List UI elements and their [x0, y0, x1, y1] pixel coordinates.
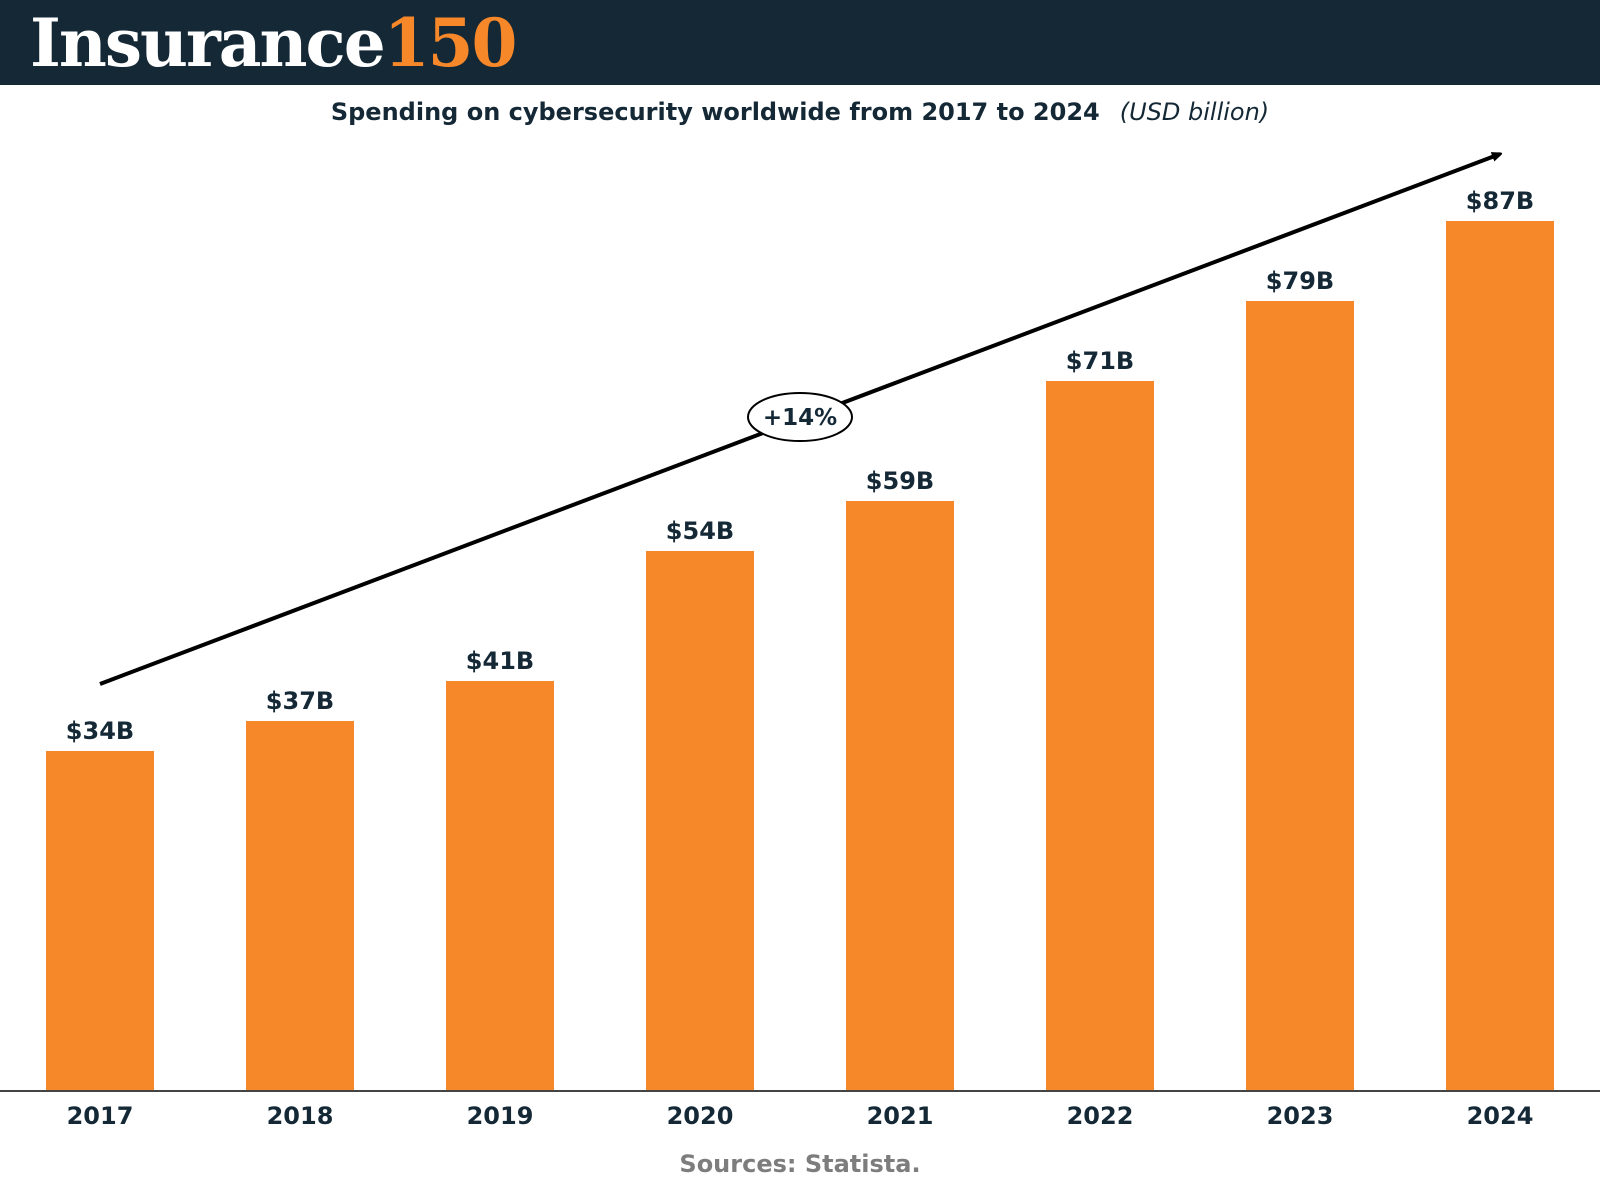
data-label: $34B	[66, 717, 134, 745]
data-label: $54B	[666, 517, 734, 545]
chart-title: Spending on cybersecurity worldwide from…	[330, 98, 1100, 126]
data-label: $87B	[1466, 187, 1534, 215]
brand-logo: Insurance 150	[30, 4, 518, 82]
logo-number: 150	[383, 4, 518, 82]
bar	[846, 501, 954, 1091]
bar	[446, 681, 554, 1091]
data-label: $59B	[866, 467, 934, 495]
bar	[1246, 301, 1354, 1091]
x-tick-label: 2019	[467, 1102, 534, 1130]
logo-wordmark: Insurance	[30, 4, 386, 82]
data-label: $37B	[266, 687, 334, 715]
header-bar: Insurance 150	[0, 0, 1600, 85]
data-label: $41B	[466, 647, 534, 675]
bar	[646, 551, 754, 1091]
bar	[46, 751, 154, 1091]
chart-title-row: Spending on cybersecurity worldwide from…	[0, 92, 1600, 132]
x-tick-label: 2020	[667, 1102, 734, 1130]
x-tick-label: 2018	[267, 1102, 334, 1130]
x-tick-label: 2023	[1267, 1102, 1334, 1130]
x-tick-label: 2024	[1467, 1102, 1534, 1130]
annotation-label: +14%	[763, 405, 837, 431]
chart-subtitle: (USD billion)	[1119, 98, 1270, 126]
data-label: $79B	[1266, 267, 1334, 295]
x-tick-label: 2021	[867, 1102, 934, 1130]
bar	[246, 721, 354, 1091]
data-label: $71B	[1066, 347, 1134, 375]
source-note: Sources: Statista.	[679, 1150, 921, 1178]
bar	[1046, 381, 1154, 1091]
bar	[1446, 221, 1554, 1091]
x-tick-label: 2022	[1067, 1102, 1134, 1130]
x-tick-label: 2017	[67, 1102, 134, 1130]
annotation-ellipse	[747, 392, 853, 442]
